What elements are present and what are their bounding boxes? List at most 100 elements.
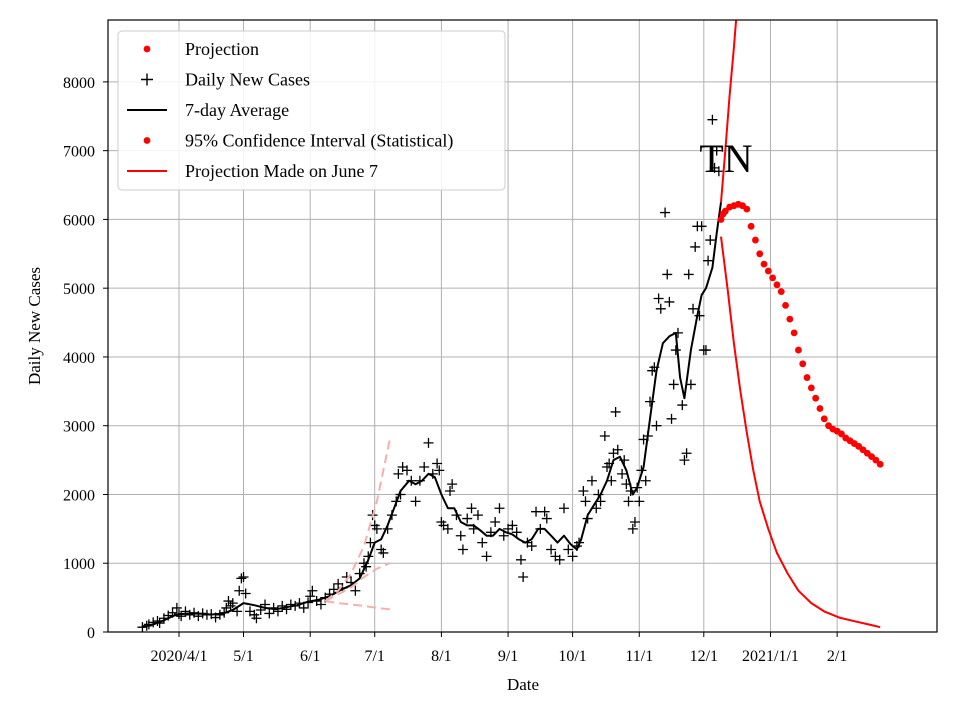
x-tick-label: 2021/1/1: [742, 648, 799, 665]
projection-upper-branch-line: [720, 20, 738, 203]
daily-new-cases-marker: [666, 413, 677, 424]
daily-new-cases-marker: [490, 516, 501, 527]
daily-new-cases-marker: [711, 145, 722, 156]
x-tick-label: 5/1: [233, 648, 253, 665]
daily-new-cases-marker: [494, 503, 505, 514]
daily-new-cases-marker: [683, 269, 694, 280]
x-tick-label: 7/1: [364, 648, 384, 665]
x-tick-label: 12/1: [690, 648, 718, 665]
daily-new-cases-marker: [703, 255, 714, 266]
projection-point: [721, 207, 729, 215]
daily-new-cases-marker: [541, 513, 552, 524]
legend-label: 95% Confidence Interval (Statistical): [185, 131, 453, 152]
daily-new-cases-marker: [234, 585, 245, 596]
daily-new-cases-marker: [707, 114, 718, 125]
projection-point: [803, 374, 811, 381]
y-tick-label: 3000: [63, 419, 95, 436]
projection-point: [799, 360, 807, 368]
daily-new-cases-marker: [651, 420, 662, 431]
daily-new-cases-marker: [690, 241, 701, 252]
daily-new-cases-marker: [578, 486, 589, 497]
daily-new-cases-marker: [700, 345, 711, 356]
projection-point: [747, 222, 755, 230]
projection-point: [812, 394, 820, 402]
projection-point: [717, 216, 725, 223]
daily-new-cases-marker: [617, 468, 628, 479]
daily-new-cases-marker: [350, 585, 361, 596]
daily-new-cases-marker: [518, 571, 529, 582]
daily-new-cases-marker: [586, 475, 597, 486]
x-axis-title: Date: [507, 675, 539, 694]
projection-point: [786, 315, 794, 323]
daily-new-cases-marker: [640, 475, 651, 486]
daily-new-cases-marker: [472, 510, 483, 521]
daily-new-cases-marker: [371, 523, 382, 534]
legend-label: Daily New Cases: [185, 70, 310, 90]
y-axis-title: Daily New Cases: [25, 267, 44, 385]
y-tick-label: 1000: [63, 556, 95, 573]
daily-new-cases-marker: [432, 458, 443, 469]
daily-new-cases-marker: [378, 547, 389, 558]
early-projection-lower-bound-line: [325, 600, 390, 611]
daily-new-cases-marker: [558, 503, 569, 514]
daily-new-cases-marker: [696, 221, 707, 232]
projection-point: [876, 460, 884, 468]
projection-point: [752, 236, 759, 244]
daily-new-cases-marker: [457, 544, 468, 555]
daily-new-cases-marker: [677, 400, 688, 411]
daily-new-cases-marker: [554, 554, 565, 565]
daily-new-cases-marker: [612, 444, 623, 455]
annotation-state-label: TN: [699, 136, 752, 181]
y-tick-label: 8000: [63, 75, 95, 92]
projection-point: [790, 329, 798, 337]
daily-new-cases-marker: [462, 513, 473, 524]
daily-new-cases-marker: [434, 465, 445, 476]
projection-point: [756, 250, 764, 258]
plot-area: [137, 20, 884, 632]
daily-new-cases-marker: [580, 496, 591, 507]
legend-label: Projection: [185, 39, 259, 59]
daily-new-cases-marker: [251, 613, 262, 624]
daily-new-cases-marker: [445, 486, 456, 497]
daily-new-cases-marker: [664, 296, 675, 307]
daily-new-cases-marker: [333, 578, 344, 589]
daily-new-cases-marker: [227, 598, 238, 609]
projection-point: [777, 288, 785, 296]
daily-new-cases-marker: [668, 379, 679, 390]
projection-point: [764, 267, 772, 275]
daily-new-cases-marker: [660, 207, 671, 218]
daily-new-cases-marker: [171, 602, 182, 613]
daily-new-cases-marker: [623, 496, 634, 507]
daily-new-cases-marker: [679, 455, 690, 466]
daily-new-cases-marker: [285, 599, 296, 610]
daily-new-cases-marker: [685, 379, 696, 390]
daily-new-cases-marker: [281, 604, 292, 615]
projection-point: [872, 456, 880, 464]
daily-new-cases-marker: [531, 506, 542, 517]
daily-new-cases-marker: [515, 554, 526, 565]
daily-new-cases-marker: [223, 596, 234, 607]
legend-label: 7-day Average: [185, 100, 289, 120]
daily-new-cases-marker: [526, 541, 537, 552]
daily-new-cases-marker: [401, 465, 412, 476]
x-tick-label: 6/1: [300, 648, 320, 665]
early-projection-middle-line: [324, 562, 391, 602]
daily-new-cases-marker: [298, 602, 309, 613]
daily-new-cases-marker: [610, 406, 621, 417]
projection-point: [816, 405, 824, 412]
daily-new-cases-marker: [634, 496, 645, 507]
x-tick-label: 2/1: [827, 648, 847, 665]
legend-marker-dot: [143, 45, 151, 53]
daily-new-cases-marker: [511, 527, 522, 538]
daily-new-cases-marker: [447, 479, 458, 490]
daily-new-cases-marker: [599, 431, 610, 442]
daily-new-cases-marker: [546, 544, 557, 555]
daily-new-cases-marker: [305, 591, 316, 602]
y-tick-label: 4000: [63, 350, 95, 367]
projection-point: [760, 260, 768, 268]
projection-point: [769, 274, 777, 282]
7-day-average-line: [142, 202, 722, 629]
daily-new-cases-marker: [477, 537, 488, 548]
daily-new-cases-marker: [419, 461, 430, 472]
projection-point: [773, 281, 781, 289]
